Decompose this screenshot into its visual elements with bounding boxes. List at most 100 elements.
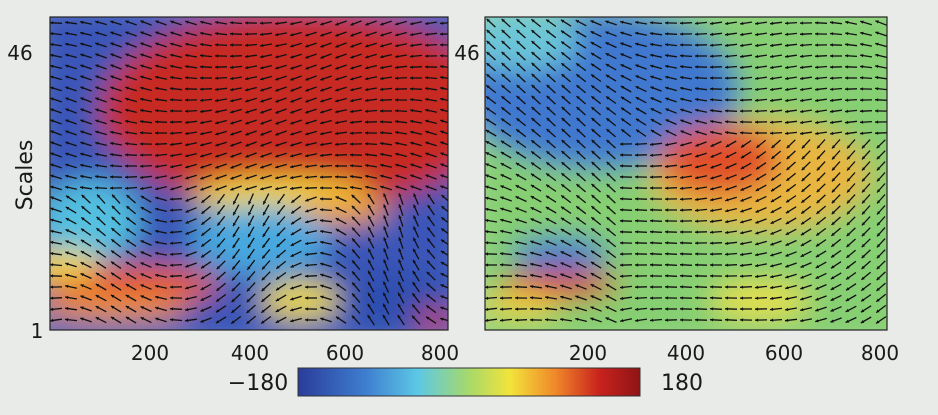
right-arrow-head <box>740 76 744 80</box>
left-arrow-head <box>200 319 204 323</box>
right-arrow-head <box>576 128 580 133</box>
left-arrow-head <box>350 164 354 168</box>
left-arrow-head <box>335 207 340 211</box>
right-arrow-head <box>530 218 534 222</box>
right-arrow-head <box>486 40 490 45</box>
right-arrow-head <box>531 30 535 34</box>
left-arrow-head <box>155 187 159 191</box>
left-arrow-head <box>261 298 265 302</box>
left-arrow-head <box>125 261 130 265</box>
left-arrow-head <box>200 76 204 80</box>
left-arrow-head <box>440 119 444 123</box>
left-arrow-head <box>65 318 69 322</box>
left-arrow-head <box>80 185 84 190</box>
right-arrow-head <box>680 241 684 245</box>
left-arrow-head <box>410 65 414 69</box>
right-arrow-head <box>740 187 744 191</box>
right-arrow-head <box>785 32 789 36</box>
left-arrow-head <box>247 244 251 249</box>
left-arrow-head <box>125 153 129 157</box>
left-arrow-head <box>276 243 280 248</box>
right-arrow-head <box>725 154 730 158</box>
right-arrow-head <box>785 286 789 290</box>
right-arrow-head <box>546 106 550 111</box>
right-arrow-head <box>770 220 775 224</box>
left-arrow-head <box>350 33 354 37</box>
right-arrow-head <box>590 261 595 265</box>
left-arrow-head <box>365 87 369 92</box>
right-arrow-head <box>635 86 640 90</box>
right-arrow-head <box>576 107 580 111</box>
right-arrow-head <box>545 251 549 255</box>
right-arrow-head <box>725 54 729 58</box>
left-arrow-head <box>140 186 144 191</box>
left-arrow-head <box>320 153 324 157</box>
left-arrow-head <box>80 75 84 79</box>
left-arrow-head <box>382 314 386 319</box>
left-arrow-head <box>425 43 429 47</box>
left-arrow-head <box>81 194 85 199</box>
right-arrow-head <box>740 176 745 180</box>
right-arrow-head <box>785 98 789 103</box>
right-arrow-head <box>845 98 849 102</box>
right-arrow-head <box>650 241 654 245</box>
left-arrow-head <box>291 221 295 225</box>
right-arrow-head <box>725 187 729 191</box>
right-arrow-head <box>786 177 790 181</box>
right-arrow-head <box>845 109 849 113</box>
right-arrow-head <box>516 140 520 144</box>
right-arrow-head <box>800 275 804 279</box>
left-phase-field <box>50 17 448 330</box>
right-arrow-head <box>561 117 565 122</box>
right-arrow-head <box>815 286 819 290</box>
right-arrow-head <box>785 76 789 81</box>
right-arrow-head <box>606 206 610 210</box>
right-arrow-head <box>815 32 819 36</box>
left-arrow-head <box>380 141 384 146</box>
right-arrow-head <box>740 252 744 257</box>
left-arrow-head <box>140 131 144 135</box>
right-arrow-head <box>861 298 865 302</box>
left-arrow-head <box>320 295 324 299</box>
right-arrow-head <box>531 95 535 100</box>
right-arrow-head <box>817 145 821 149</box>
left-arrow-head <box>140 240 144 244</box>
left-arrow-head <box>247 277 251 281</box>
left-x-tick-800: 800 <box>421 341 459 365</box>
right-arrow-head <box>740 65 744 69</box>
left-arrow-head <box>185 120 189 124</box>
left-arrow-head <box>351 315 356 319</box>
right-arrow-head <box>591 85 595 89</box>
right-arrow-head <box>546 84 550 89</box>
right-arrow-head <box>830 297 835 301</box>
right-arrow-head <box>860 109 864 113</box>
left-arrow-head <box>440 317 444 321</box>
left-arrow-head <box>260 54 264 59</box>
left-arrow-head <box>425 97 429 102</box>
left-arrow-head <box>140 20 144 24</box>
left-arrow-head <box>320 22 324 26</box>
left-arrow-head <box>395 22 399 26</box>
right-arrow-head <box>516 40 520 45</box>
left-arrow-head <box>215 154 219 158</box>
left-arrow-head <box>125 164 129 168</box>
left-arrow-head <box>395 65 399 69</box>
right-arrow-head <box>530 285 534 289</box>
left-arrow-head <box>335 44 339 48</box>
right-arrow-head <box>770 285 774 290</box>
right-arrow-head <box>606 261 610 265</box>
left-arrow-head <box>263 200 267 205</box>
y-axis-label: Scales <box>13 140 38 211</box>
right-arrow-head <box>501 118 505 122</box>
right-arrow-head <box>860 76 864 80</box>
right-arrow-head <box>560 273 564 277</box>
left-arrow-head <box>50 75 54 79</box>
right-arrow-head <box>725 32 729 37</box>
right-arrow-head <box>485 152 490 156</box>
right-arrow-head <box>620 186 624 190</box>
left-arrow-head <box>50 108 54 112</box>
left-arrow-head <box>262 233 266 237</box>
right-arrow-head <box>755 220 759 224</box>
right-arrow-head <box>725 76 729 80</box>
left-arrow-head <box>262 255 266 259</box>
